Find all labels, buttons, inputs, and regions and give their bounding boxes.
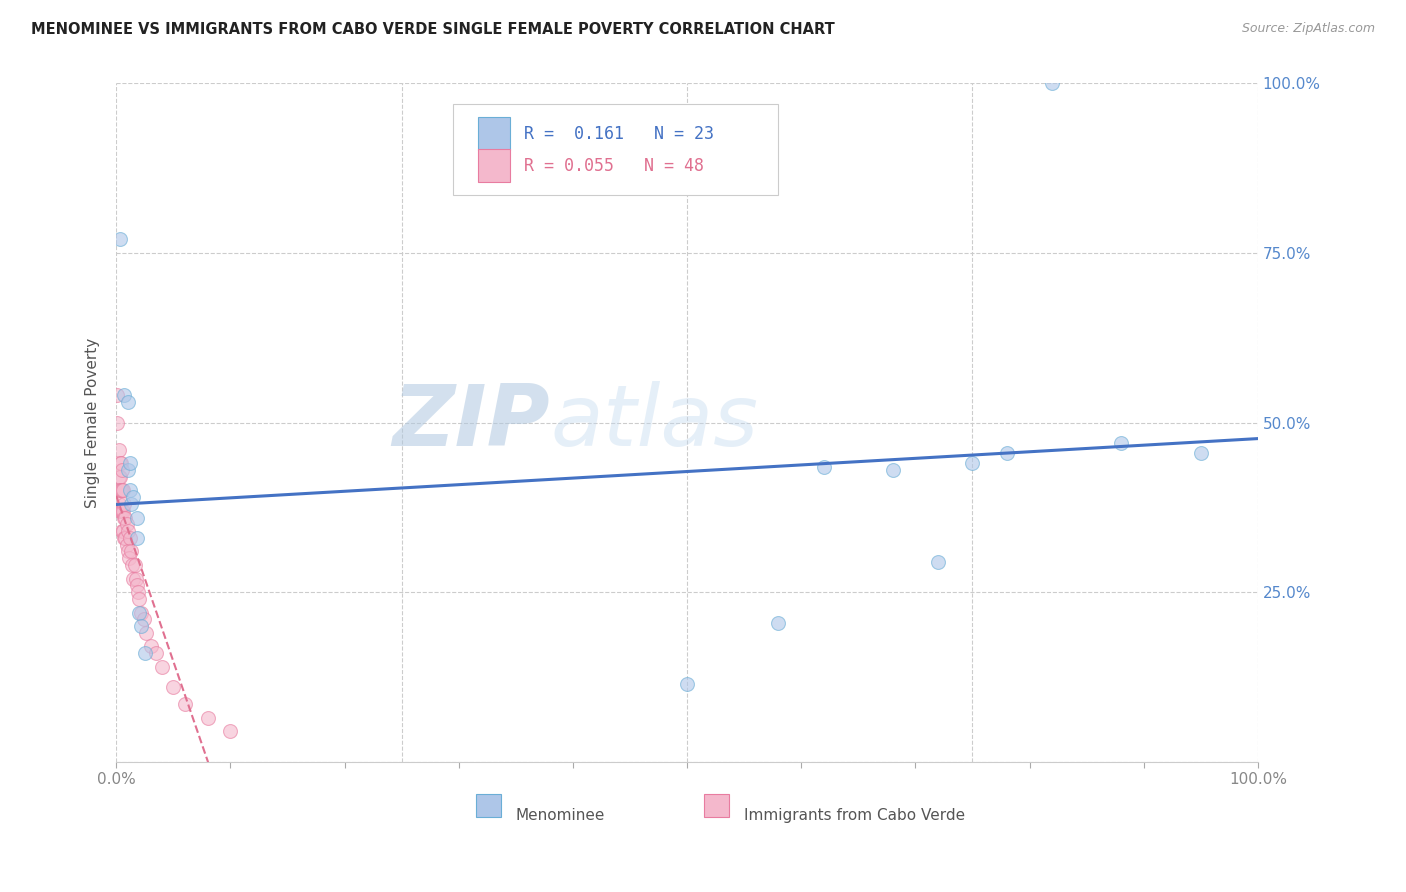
Point: [115, 517, 138, 532]
Point: [197, 711, 219, 725]
Point: [117, 395, 139, 409]
Point: [112, 524, 135, 538]
Point: [112, 388, 135, 402]
Point: [110, 483, 132, 498]
Point: [134, 646, 156, 660]
Point: [121, 558, 143, 572]
Point: [962, 456, 984, 470]
Text: Source: ZipAtlas.com: Source: ZipAtlas.com: [1241, 22, 1375, 36]
Point: [145, 646, 167, 660]
Point: [110, 456, 132, 470]
Point: [125, 531, 148, 545]
Point: [112, 483, 135, 498]
Point: [112, 497, 135, 511]
Point: [139, 640, 162, 654]
Point: [112, 504, 135, 518]
Point: [132, 612, 155, 626]
Point: [108, 504, 131, 518]
Point: [219, 724, 242, 739]
Point: [162, 680, 184, 694]
Point: [128, 606, 150, 620]
Point: [108, 470, 131, 484]
Point: [131, 619, 153, 633]
Point: [122, 490, 145, 504]
Point: [120, 497, 142, 511]
Point: [114, 510, 136, 524]
Point: [127, 585, 149, 599]
Point: [150, 660, 173, 674]
Point: [1040, 77, 1063, 91]
Y-axis label: Single Female Poverty: Single Female Poverty: [86, 337, 100, 508]
FancyBboxPatch shape: [453, 103, 779, 195]
Point: [995, 446, 1018, 460]
Point: [120, 544, 142, 558]
Point: [1109, 436, 1132, 450]
Point: [111, 524, 134, 538]
Point: [111, 463, 134, 477]
Point: [122, 572, 145, 586]
Point: [927, 555, 949, 569]
Point: [135, 626, 157, 640]
Point: [118, 551, 141, 566]
Point: [107, 416, 129, 430]
Point: [173, 697, 195, 711]
Text: ZIP: ZIP: [392, 381, 550, 464]
Text: R =  0.161   N = 23: R = 0.161 N = 23: [524, 125, 714, 143]
Text: MENOMINEE VS IMMIGRANTS FROM CABO VERDE SINGLE FEMALE POVERTY CORRELATION CHART: MENOMINEE VS IMMIGRANTS FROM CABO VERDE …: [31, 22, 835, 37]
Point: [124, 558, 146, 572]
Text: Immigrants from Cabo Verde: Immigrants from Cabo Verde: [744, 808, 966, 823]
Point: [118, 531, 141, 545]
Point: [768, 615, 790, 630]
Point: [111, 483, 134, 498]
Text: R = 0.055   N = 48: R = 0.055 N = 48: [524, 156, 704, 175]
Point: [112, 531, 135, 545]
Point: [108, 232, 131, 246]
Point: [125, 510, 148, 524]
Point: [118, 483, 141, 498]
Text: Menominee: Menominee: [516, 808, 605, 823]
Point: [128, 591, 150, 606]
Point: [108, 456, 131, 470]
Point: [131, 606, 153, 620]
Point: [118, 456, 141, 470]
Point: [882, 463, 904, 477]
Bar: [475, 795, 501, 817]
Bar: [704, 795, 730, 817]
Bar: [478, 149, 510, 182]
Point: [114, 531, 136, 545]
Text: atlas: atlas: [550, 381, 758, 464]
Point: [107, 442, 129, 457]
Point: [117, 544, 139, 558]
Point: [115, 538, 138, 552]
Point: [111, 504, 134, 518]
Point: [108, 483, 131, 498]
Point: [117, 524, 139, 538]
Point: [107, 470, 129, 484]
Bar: [478, 118, 510, 150]
Point: [676, 677, 699, 691]
Point: [110, 504, 132, 518]
Point: [117, 463, 139, 477]
Point: [124, 572, 146, 586]
Point: [1189, 446, 1212, 460]
Point: [107, 388, 129, 402]
Point: [125, 578, 148, 592]
Point: [813, 459, 835, 474]
Point: [112, 510, 135, 524]
Point: [107, 497, 129, 511]
